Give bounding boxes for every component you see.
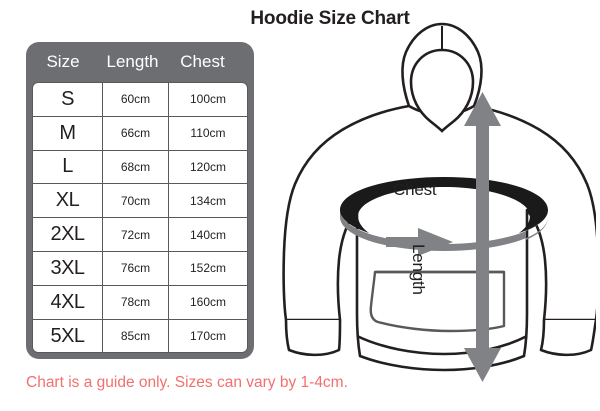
cell-size: 2XL: [33, 218, 103, 251]
cell-length: 66cm: [103, 116, 169, 150]
table-row: 2XL 72cm 140cm: [33, 218, 247, 252]
cell-chest: 120cm: [189, 159, 227, 174]
cell-chest: 140cm: [189, 227, 227, 242]
table-header-row: Size Length Chest: [26, 42, 254, 82]
table-row: XL 70cm 134cm: [33, 184, 247, 219]
cell-size: 4XL: [33, 285, 103, 319]
table-row: 5XL 85cm 170cm: [33, 319, 247, 352]
cell-length: 60cm: [103, 83, 169, 116]
table-row: S 60cm 100cm: [33, 83, 247, 117]
cell-chest: 110cm: [190, 126, 226, 141]
cell-chest: 170cm: [189, 329, 227, 344]
hem-rib-line: [356, 334, 528, 356]
table-row: 3XL 76cm 152cm: [33, 251, 247, 286]
column-header-chest: Chest: [180, 52, 225, 71]
cell-length: 70cm: [103, 184, 169, 218]
column-header-size: Size: [46, 52, 80, 71]
length-label: Length: [409, 244, 428, 295]
hood-opening: [409, 48, 475, 133]
size-chart-table: Size Length Chest S 60cm 100cm M 66cm 11…: [26, 42, 254, 359]
table-row: M 66cm 110cm: [33, 116, 247, 151]
cell-size: 5XL: [33, 319, 103, 352]
cell-length: 72cm: [103, 218, 169, 251]
left-cuff: [284, 319, 342, 357]
cell-length: 76cm: [103, 251, 169, 285]
chest-label: Chest: [393, 180, 437, 199]
cell-chest: 134cm: [189, 193, 227, 208]
cell-size: M: [33, 116, 103, 150]
cell-length: 68cm: [103, 150, 169, 184]
hoodie-svg: [282, 22, 596, 382]
table-row: L 68cm 120cm: [33, 150, 247, 185]
cell-chest: 160cm: [189, 295, 227, 310]
page-title: Hoodie Size Chart: [250, 8, 410, 29]
table-row: 4XL 78cm 160cm: [33, 285, 247, 320]
cell-size: L: [33, 150, 103, 184]
cell-length: 85cm: [103, 319, 169, 352]
cell-length: 78cm: [103, 285, 169, 319]
cell-chest: 152cm: [189, 261, 227, 276]
cell-size: XL: [33, 184, 103, 218]
right-cuff: [539, 319, 596, 357]
chest-measure-ellipse: [340, 177, 548, 233]
cell-chest: 100cm: [189, 92, 227, 107]
chest-arrow-head: [386, 228, 453, 256]
cell-size: S: [33, 83, 103, 116]
hoodie-illustration: Chest Length: [278, 14, 596, 384]
cell-size: 3XL: [33, 251, 103, 285]
column-header-length: Length: [106, 52, 159, 71]
length-measure-arrow: [464, 92, 501, 382]
table-body: S 60cm 100cm M 66cm 110cm L 68cm 120cm X…: [32, 82, 248, 353]
disclaimer-text: Chart is a guide only. Sizes can vary by…: [26, 374, 348, 391]
